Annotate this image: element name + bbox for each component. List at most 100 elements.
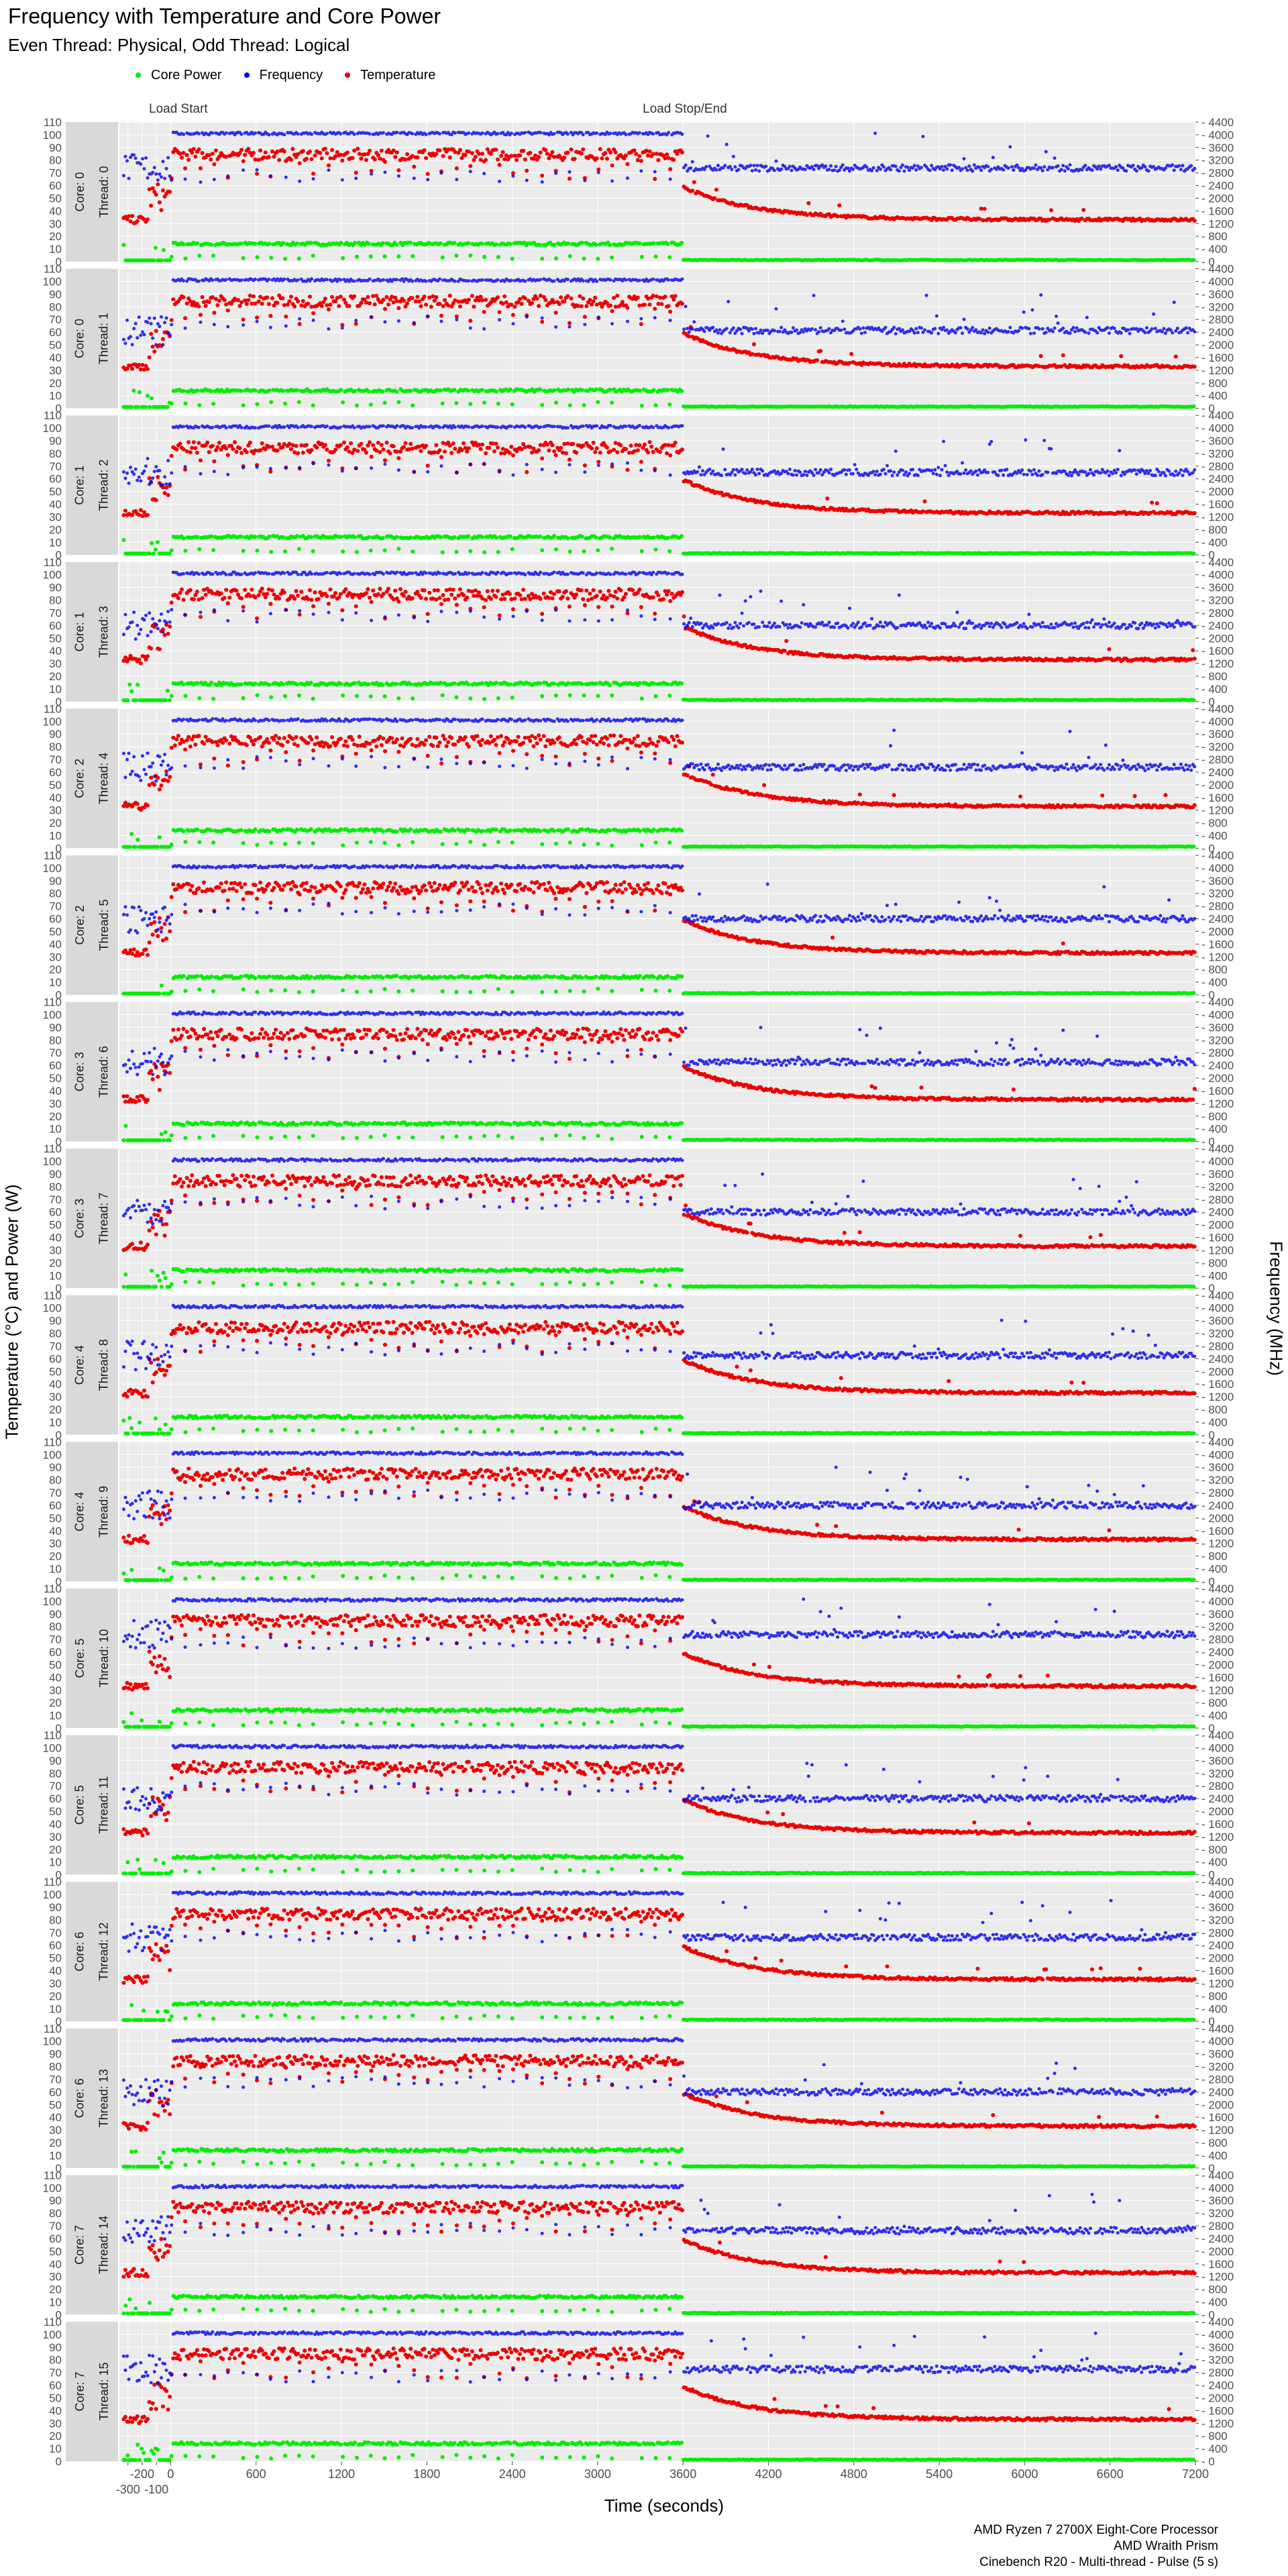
- y-tick-label-right: - 4000: [1201, 862, 1234, 875]
- y-tick-label-right: - 800: [1201, 523, 1228, 536]
- series-power: [121, 2440, 1196, 2463]
- y-tick-label-left: 40: [49, 352, 62, 364]
- y-tick-label-left: 60: [49, 1646, 62, 1659]
- y-tick-label-right: - 0: [1201, 402, 1215, 415]
- panel-15: Core: 7 Thread: 15 01020304050607080901001…: [43, 2316, 1234, 2468]
- y-tick-label-left: 80: [49, 1034, 62, 1046]
- y-tick-label-left: 30: [49, 2124, 62, 2137]
- y-tick-label-right: - 4000: [1201, 2182, 1234, 2194]
- y-tick-label-left: 90: [49, 1168, 62, 1181]
- y-tick-label-left: 100: [43, 1888, 62, 1901]
- y-tick-label-right: - 800: [1201, 963, 1228, 976]
- y-tick-label-right: - 1600: [1201, 352, 1234, 364]
- y-tick-label-left: 70: [49, 2367, 62, 2379]
- y-tick-label-right: - 2400: [1201, 1499, 1234, 1512]
- y-tick-label-left: 20: [49, 523, 62, 536]
- y-tick-label-right: - 3600: [1201, 875, 1234, 888]
- y-tick-label-right: - 2000: [1201, 486, 1234, 498]
- y-tick-label-left: 40: [49, 938, 62, 951]
- panel-background: [119, 1148, 1195, 1289]
- y-tick-label-right: - 2800: [1201, 167, 1234, 180]
- chart-title: Frequency with Temperature and Core Powe…: [8, 4, 441, 28]
- y-tick-label-right: - 2000: [1201, 779, 1234, 792]
- panel-3: Core: 1 Thread: 3 010203040506070809010011…: [43, 556, 1234, 708]
- y-tick-label-right: - 400: [1201, 2149, 1228, 2162]
- y-tick-label-right: - 2000: [1201, 1512, 1234, 1525]
- y-tick-label-right: - 800: [1201, 2137, 1228, 2149]
- series-frequency: [121, 277, 1197, 347]
- y-tick-label-left: 30: [49, 657, 62, 670]
- y-tick-label-left: 50: [49, 486, 62, 498]
- x-tick-label: 5400: [926, 2467, 953, 2481]
- panel-2: Core: 1 Thread: 2 010203040506070809010011…: [43, 409, 1234, 561]
- y-tick-label-left: 30: [49, 804, 62, 817]
- y-tick-label-right: - 400: [1201, 2296, 1228, 2308]
- y-tick-label-right: - 1200: [1201, 1538, 1234, 1550]
- y-tick-label-left: 40: [49, 2404, 62, 2417]
- y-tick-label-left: 40: [49, 498, 62, 511]
- facet-label-thread: Thread: 2: [97, 460, 111, 511]
- facet-label-thread: Thread: 10: [97, 1629, 111, 1687]
- panel-14: Core: 7 Thread: 14 01020304050607080901001…: [43, 2169, 1234, 2321]
- y-tick-label-right: - 2800: [1201, 606, 1234, 619]
- y-tick-label-left: 110: [44, 1142, 62, 1155]
- y-tick-label-left: 20: [49, 1550, 62, 1563]
- series-power: [121, 240, 1196, 263]
- y-tick-label-left: 10: [49, 2443, 62, 2455]
- series-frequency: [121, 2330, 1197, 2385]
- y-tick-label-right: - 4400: [1201, 849, 1234, 862]
- y-tick-label-right: - 4400: [1201, 702, 1234, 715]
- y-tick-label-left: 50: [49, 339, 62, 352]
- y-tick-label-right: - 2000: [1201, 1365, 1234, 1378]
- y-tick-label-left: 90: [49, 288, 62, 301]
- panel-background: [119, 268, 1195, 409]
- facet-strip: [66, 122, 118, 262]
- facet-strip: [66, 708, 118, 849]
- y-tick-label-right: - 4000: [1201, 1302, 1234, 1315]
- facet-label-thread: Thread: 14: [97, 2216, 111, 2274]
- y-tick-label-right: - 1200: [1201, 1391, 1234, 1403]
- y-tick-label-left: 70: [49, 1927, 62, 1939]
- y-tick-label-right: - 800: [1201, 1110, 1228, 1123]
- y-tick-label-left: 20: [49, 670, 62, 683]
- y-tick-label-right: - 400: [1201, 390, 1228, 402]
- y-tick-label-right: - 4400: [1201, 1436, 1234, 1448]
- y-tick-label-left: 110: [44, 2316, 62, 2328]
- y-tick-label-left: 90: [49, 1315, 62, 1328]
- y-tick-label-left: 70: [49, 1780, 62, 1792]
- y-tick-label-left: 20: [49, 2284, 62, 2296]
- y-tick-label-right: - 3600: [1201, 1168, 1234, 1181]
- y-tick-label-left: 60: [49, 1499, 62, 1512]
- y-tick-label-right: - 2800: [1201, 753, 1234, 766]
- series-temperature: [121, 1320, 1197, 1399]
- y-tick-label-right: - 1600: [1201, 1232, 1234, 1244]
- series-frequency: [121, 2184, 1197, 2244]
- facet-label-thread: Thread: 9: [97, 1486, 111, 1538]
- series-frequency: [121, 1303, 1197, 1372]
- y-tick-label-left: 50: [49, 1365, 62, 1378]
- y-tick-label-left: 60: [49, 180, 62, 193]
- y-tick-label-left: 20: [49, 1990, 62, 2002]
- y-tick-label-right: - 2000: [1201, 2245, 1234, 2258]
- y-tick-label-right: - 1600: [1201, 1525, 1234, 1538]
- series-power: [121, 827, 1196, 849]
- panel-background: [119, 415, 1195, 555]
- y-tick-label-right: - 2400: [1201, 180, 1234, 193]
- y-tick-label-left: 90: [49, 2194, 62, 2207]
- y-tick-label-left: 40: [49, 1965, 62, 1978]
- y-tick-label-right: - 1200: [1201, 1831, 1234, 1843]
- legend-item-power: Core Power: [131, 68, 222, 83]
- y-tick-label-right: - 3600: [1201, 1901, 1234, 1914]
- facet-label-core: Core: 0: [73, 172, 87, 211]
- y-tick-label-left: 100: [43, 1302, 62, 1315]
- y-tick-label-left: 10: [49, 683, 62, 696]
- y-tick-label-left: 80: [49, 1474, 62, 1487]
- legend-label-frequency: Frequency: [259, 67, 323, 83]
- facet-label-core: Core: 4: [73, 1492, 87, 1532]
- y-tick-label-right: - 1200: [1201, 1684, 1234, 1697]
- y-tick-label-left: 10: [49, 2002, 62, 2015]
- series-frequency: [121, 570, 1197, 641]
- y-tick-label-left: 90: [49, 1901, 62, 1914]
- series-temperature: [121, 1466, 1197, 1546]
